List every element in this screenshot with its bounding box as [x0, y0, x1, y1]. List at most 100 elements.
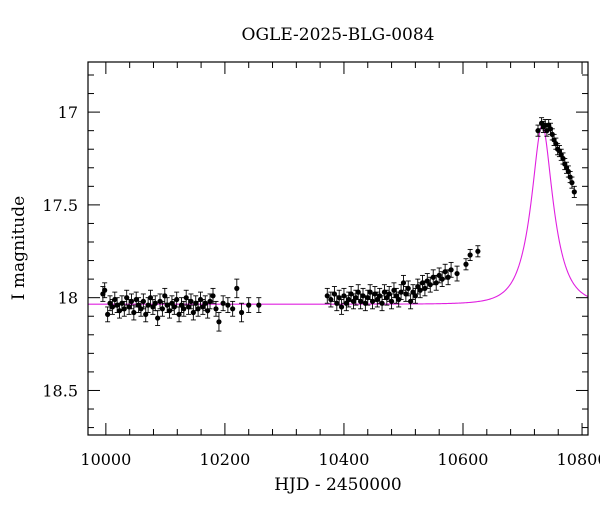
data-point	[131, 304, 137, 321]
point-marker	[463, 261, 469, 267]
data-point	[128, 293, 135, 310]
point-marker	[367, 289, 373, 295]
point-marker	[164, 302, 170, 308]
data-point	[569, 176, 575, 189]
point-marker	[350, 298, 357, 304]
data-point	[225, 297, 231, 313]
point-marker	[445, 274, 451, 280]
point-marker	[193, 300, 199, 306]
point-marker	[365, 295, 371, 301]
data-point	[324, 287, 330, 304]
axis-ticks	[88, 62, 588, 435]
point-marker	[176, 311, 182, 317]
data-point	[216, 312, 222, 332]
data-point	[427, 276, 433, 293]
data-point	[107, 295, 113, 312]
point-marker	[112, 296, 118, 303]
x-tick-label: 10000	[80, 450, 131, 469]
x-tick-label: 10400	[318, 450, 369, 469]
point-marker	[331, 291, 338, 297]
point-marker	[358, 298, 364, 304]
point-marker	[102, 287, 108, 293]
data-point	[436, 267, 442, 284]
data-point	[400, 274, 407, 291]
point-marker	[403, 291, 409, 297]
data-point	[350, 293, 357, 310]
data-point	[190, 304, 196, 321]
data-point	[220, 295, 226, 312]
point-marker	[569, 180, 575, 186]
data-point	[412, 287, 418, 304]
point-marker	[195, 306, 201, 312]
point-marker	[124, 295, 130, 301]
point-marker	[343, 300, 349, 306]
point-marker	[162, 293, 168, 299]
point-marker	[220, 300, 226, 306]
point-marker	[454, 270, 460, 277]
data-point	[448, 261, 454, 278]
data-point	[102, 282, 108, 299]
data-point	[105, 306, 111, 323]
data-point	[181, 300, 187, 317]
point-marker	[246, 302, 252, 308]
point-marker	[256, 302, 262, 308]
y-tick-label: 17	[58, 103, 78, 122]
point-marker	[353, 295, 359, 301]
point-marker	[427, 282, 433, 288]
y-axis-label: I magnitude	[9, 196, 29, 300]
point-marker	[535, 128, 541, 134]
data-point	[475, 245, 481, 258]
point-marker	[181, 306, 187, 312]
data-point	[176, 306, 182, 323]
point-marker	[119, 300, 125, 306]
point-marker	[190, 309, 196, 316]
point-marker	[374, 296, 380, 303]
point-marker	[355, 289, 361, 295]
axis-tick-labels: 10000 10200 10400 10600 10800 17 17.5 18 18.5	[42, 103, 600, 469]
point-marker	[391, 287, 397, 293]
point-marker	[415, 283, 421, 290]
data-point	[328, 291, 334, 308]
point-marker	[188, 298, 194, 304]
data-point	[433, 274, 439, 291]
data-point	[439, 271, 445, 287]
point-marker	[346, 296, 352, 303]
data-point	[424, 273, 430, 289]
point-marker	[126, 304, 132, 310]
data-point	[355, 284, 361, 300]
data-point	[403, 286, 409, 302]
data-point	[200, 299, 206, 315]
data-point	[188, 293, 194, 310]
data-point	[535, 124, 541, 137]
data-point	[238, 302, 245, 323]
point-marker	[143, 311, 149, 317]
y-tick-label: 18	[58, 289, 78, 308]
point-marker	[225, 302, 231, 308]
point-marker	[436, 272, 442, 279]
point-marker	[393, 293, 399, 299]
point-marker	[183, 295, 189, 301]
data-point	[159, 300, 166, 317]
point-marker	[216, 319, 222, 325]
point-marker	[152, 300, 158, 306]
point-marker	[384, 295, 390, 301]
point-marker	[400, 280, 407, 286]
point-marker	[210, 293, 216, 299]
data-point	[230, 300, 236, 317]
point-marker	[362, 300, 368, 306]
point-marker	[324, 293, 330, 299]
point-marker	[131, 309, 137, 316]
point-marker	[328, 296, 334, 303]
point-marker	[200, 304, 206, 310]
data-point	[415, 278, 421, 295]
point-marker	[381, 289, 388, 295]
point-marker	[147, 295, 154, 301]
point-marker	[388, 298, 395, 304]
point-marker	[150, 304, 156, 310]
data-point	[338, 299, 345, 315]
data-point	[140, 293, 146, 310]
data-point	[336, 289, 342, 306]
point-marker	[133, 296, 139, 303]
data-point	[467, 248, 473, 262]
point-marker	[135, 302, 142, 308]
